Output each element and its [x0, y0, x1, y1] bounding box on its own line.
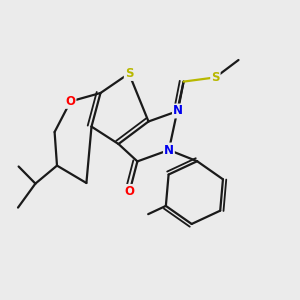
Text: O: O [65, 95, 76, 108]
Text: O: O [124, 185, 135, 198]
Text: N: N [173, 104, 183, 118]
Text: S: S [211, 71, 220, 84]
Text: N: N [164, 143, 174, 157]
Text: S: S [125, 67, 133, 80]
